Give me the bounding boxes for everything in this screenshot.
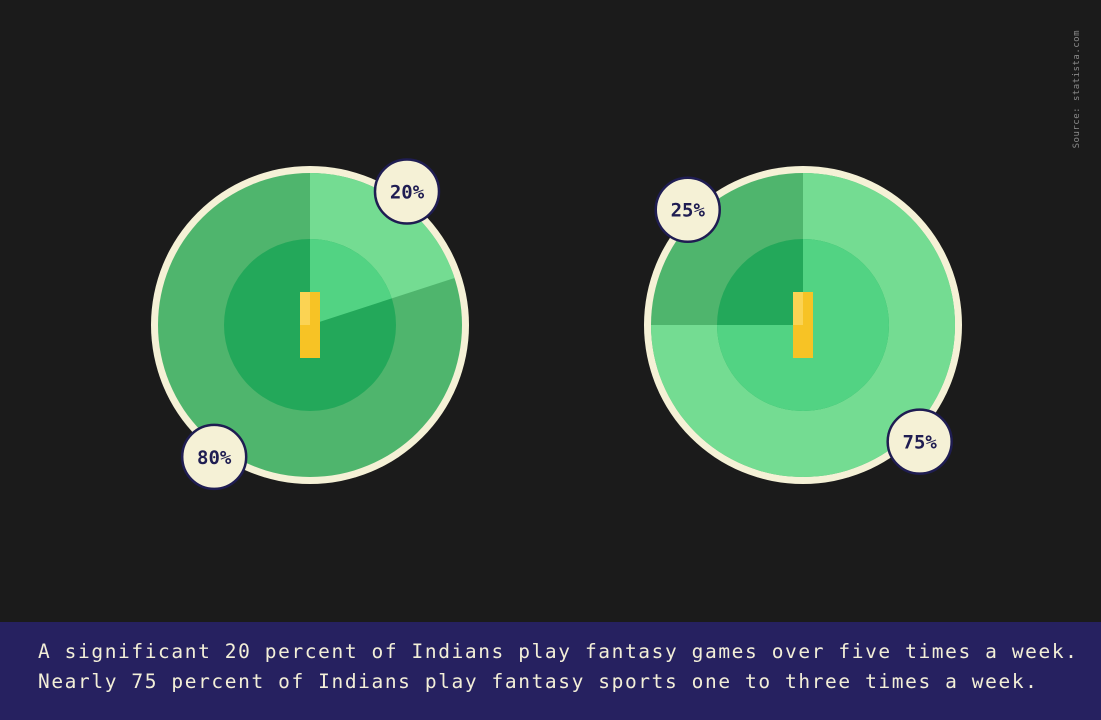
pitch-strip-highlight [793,292,803,325]
pitch-strip-highlight [300,292,310,325]
badge-circle [180,423,248,491]
caption-line-1: A significant 20 percent of Indians play… [38,640,1079,663]
pie-chart-2: 75% 25% [644,166,962,484]
caption-line-2: Nearly 75 percent of Indians play fantas… [38,670,1039,693]
source-label: Source: statista.com [1072,30,1082,149]
pie-chart-1: 20% 80% [151,158,469,491]
percent-label: 75% [903,432,938,454]
caption-bar: A significant 20 percent of Indians play… [0,622,1101,720]
badge-circle [886,408,953,475]
percent-badge: 75% [886,408,953,475]
pie-inner-highlight [310,239,392,325]
percent-badge: 25% [654,176,721,243]
percent-label: 25% [671,200,706,222]
percent-label: 80% [197,447,232,469]
percent-label: 20% [390,182,425,204]
badge-circle [373,158,441,225]
percent-badge: 80% [180,423,248,491]
badge-circle [654,176,721,243]
percent-badge: 20% [373,158,441,225]
